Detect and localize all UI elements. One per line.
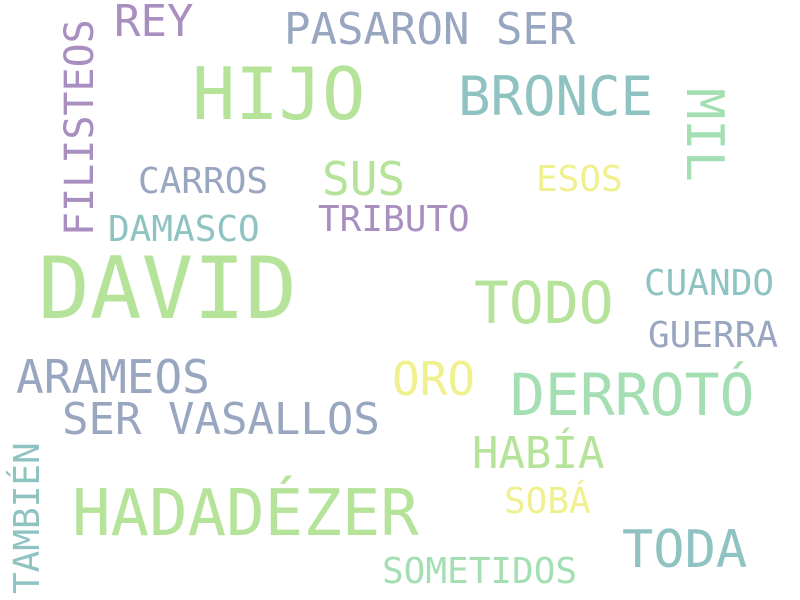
word-ser-vasallos: SER VASALLOS — [62, 394, 380, 445]
word-david: DAVID — [38, 239, 297, 339]
word-tributo: TRIBUTO — [318, 199, 470, 240]
word-guerra: GUERRA — [648, 315, 779, 356]
word-carros: CARROS — [138, 161, 269, 202]
word-toda: TODA — [622, 520, 748, 580]
word-damasco: DAMASCO — [108, 209, 260, 250]
word-hijo: HIJO — [192, 52, 366, 136]
word-soba: SOBÁ — [504, 481, 591, 522]
word-filisteos: FILISTEOS — [57, 19, 103, 236]
word-arameos: ARAMEOS — [16, 350, 210, 404]
word-sometidos: SOMETIDOS — [382, 551, 578, 592]
word-rey: REY — [114, 0, 194, 47]
word-todo: TODO — [474, 269, 614, 337]
word-pasaron-ser: PASARON SER — [284, 4, 576, 55]
word-bronce: BRONCE — [458, 65, 654, 128]
word-mil: MIL — [674, 88, 734, 182]
word-cuando: CUANDO — [644, 263, 775, 304]
word-habia: HABÍA — [472, 428, 605, 479]
word-derroto: DERROTÓ — [510, 361, 755, 429]
word-hadadezer: HADADÉZER — [72, 477, 419, 551]
word-oro: ORO — [392, 352, 476, 406]
word-tambien: TAMBIÉN — [7, 442, 48, 594]
word-esos: ESOS — [536, 159, 623, 200]
word-sus: SUS — [322, 152, 406, 206]
